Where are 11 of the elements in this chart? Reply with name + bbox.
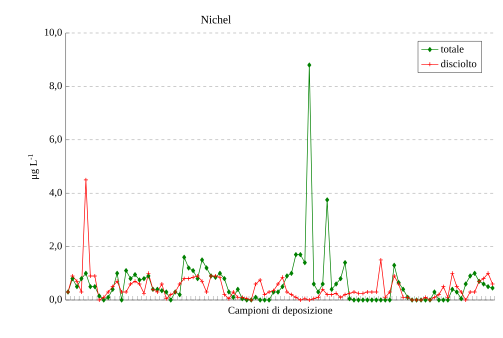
x-axis-title: Campioni di deposizione [228, 306, 332, 316]
chart-title: Nichel [200, 15, 231, 24]
y-axis-title: μg L$^{-1}$ [28, 154, 40, 179]
y-tick-label: 10,0 [44, 28, 62, 38]
y-tick-label: 2,0 [50, 242, 62, 251]
y-tick-label: 0,0 [50, 296, 62, 304]
legend-label: disciolto [441, 60, 476, 68]
y-tick-label: 4,0 [49, 188, 62, 198]
legend-label: totale [440, 45, 464, 53]
y-tick-label: 6,0 [50, 136, 62, 144]
y-tick-label: 8,0 [50, 82, 62, 91]
